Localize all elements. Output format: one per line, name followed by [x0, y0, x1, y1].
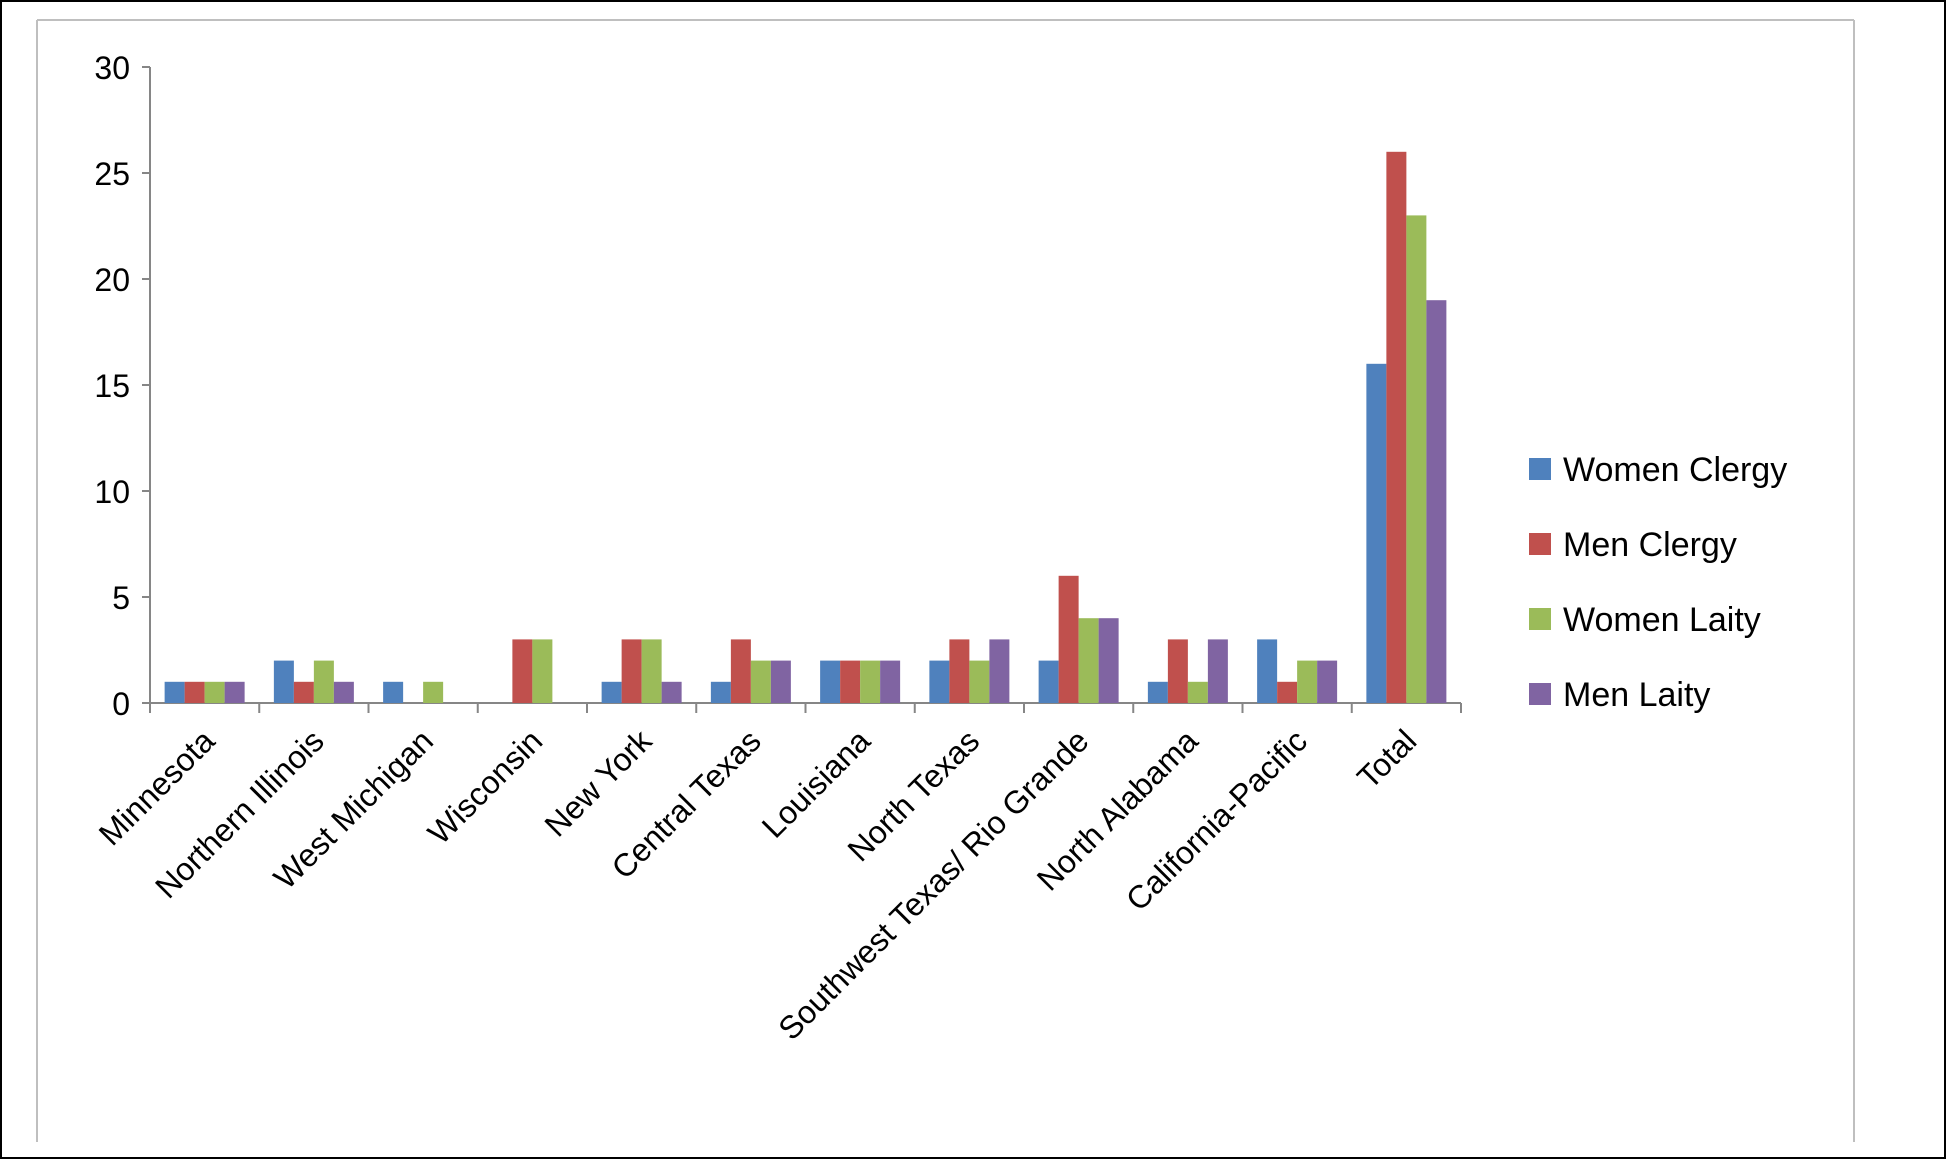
bar-women-clergy	[820, 660, 841, 703]
bar-women-laity	[750, 660, 771, 703]
bar-men-laity	[880, 660, 901, 703]
bar-women-clergy	[710, 681, 731, 703]
bar-men-clergy	[949, 639, 970, 703]
y-tick-label: 0	[112, 686, 130, 722]
bar-women-laity	[1297, 660, 1318, 703]
bar-men-clergy	[840, 660, 861, 703]
bar-women-laity	[641, 639, 662, 703]
legend-label: Women Laity	[1563, 601, 1761, 639]
bar-men-clergy	[1058, 575, 1079, 703]
bar-men-clergy	[621, 639, 642, 703]
y-tick-label: 20	[94, 262, 130, 298]
y-tick-label: 10	[94, 474, 130, 510]
bar-women-clergy	[1038, 660, 1059, 703]
legend-label: Men Clergy	[1563, 526, 1737, 564]
bar-women-laity	[532, 639, 553, 703]
bar-women-clergy	[601, 681, 622, 703]
bar-women-laity	[313, 660, 334, 703]
bar-men-laity	[989, 639, 1010, 703]
bar-women-laity	[969, 660, 990, 703]
bar-men-laity	[1098, 618, 1119, 703]
bar-men-clergy	[1167, 639, 1188, 703]
bar-men-clergy	[1386, 151, 1407, 704]
bar-women-clergy	[1147, 681, 1168, 703]
bar-women-clergy	[273, 660, 294, 703]
x-tick-label: Wisconsin	[421, 722, 550, 851]
legend-label: Women Clergy	[1563, 451, 1787, 489]
bar-men-laity	[224, 681, 245, 703]
legend-label: Men Laity	[1563, 676, 1710, 714]
bar-women-clergy	[383, 681, 404, 703]
bar-women-laity	[204, 681, 225, 703]
y-tick-label: 25	[94, 156, 130, 192]
bar-men-laity	[770, 660, 791, 703]
bar-men-clergy	[184, 681, 205, 703]
bar-men-clergy	[512, 639, 533, 703]
y-tick-label: 30	[94, 50, 130, 86]
bar-men-laity	[661, 681, 682, 703]
bar-women-laity	[1406, 215, 1427, 703]
bar-women-clergy	[1366, 363, 1387, 703]
legend-swatch	[1529, 533, 1551, 555]
bar-women-clergy	[929, 660, 950, 703]
bar-men-clergy	[293, 681, 314, 703]
legend-swatch	[1529, 458, 1551, 480]
legend-swatch	[1529, 608, 1551, 630]
bar-women-laity	[860, 660, 881, 703]
x-tick-label: Total	[1350, 722, 1423, 795]
bar-men-laity	[1426, 300, 1447, 703]
bar-women-laity	[1187, 681, 1208, 703]
bar-men-laity	[1207, 639, 1228, 703]
bar-men-laity	[1317, 660, 1338, 703]
bar-men-laity	[333, 681, 354, 703]
bar-men-clergy	[730, 639, 751, 703]
bar-women-laity	[423, 681, 444, 703]
bar-women-clergy	[164, 681, 185, 703]
x-tick-label: California-Pacific	[1119, 722, 1314, 917]
bar-women-laity	[1078, 618, 1099, 703]
y-tick-label: 5	[112, 580, 130, 616]
y-tick-label: 15	[94, 368, 130, 404]
bar-men-clergy	[1277, 681, 1298, 703]
legend-swatch	[1529, 683, 1551, 705]
bar-women-clergy	[1257, 639, 1278, 703]
